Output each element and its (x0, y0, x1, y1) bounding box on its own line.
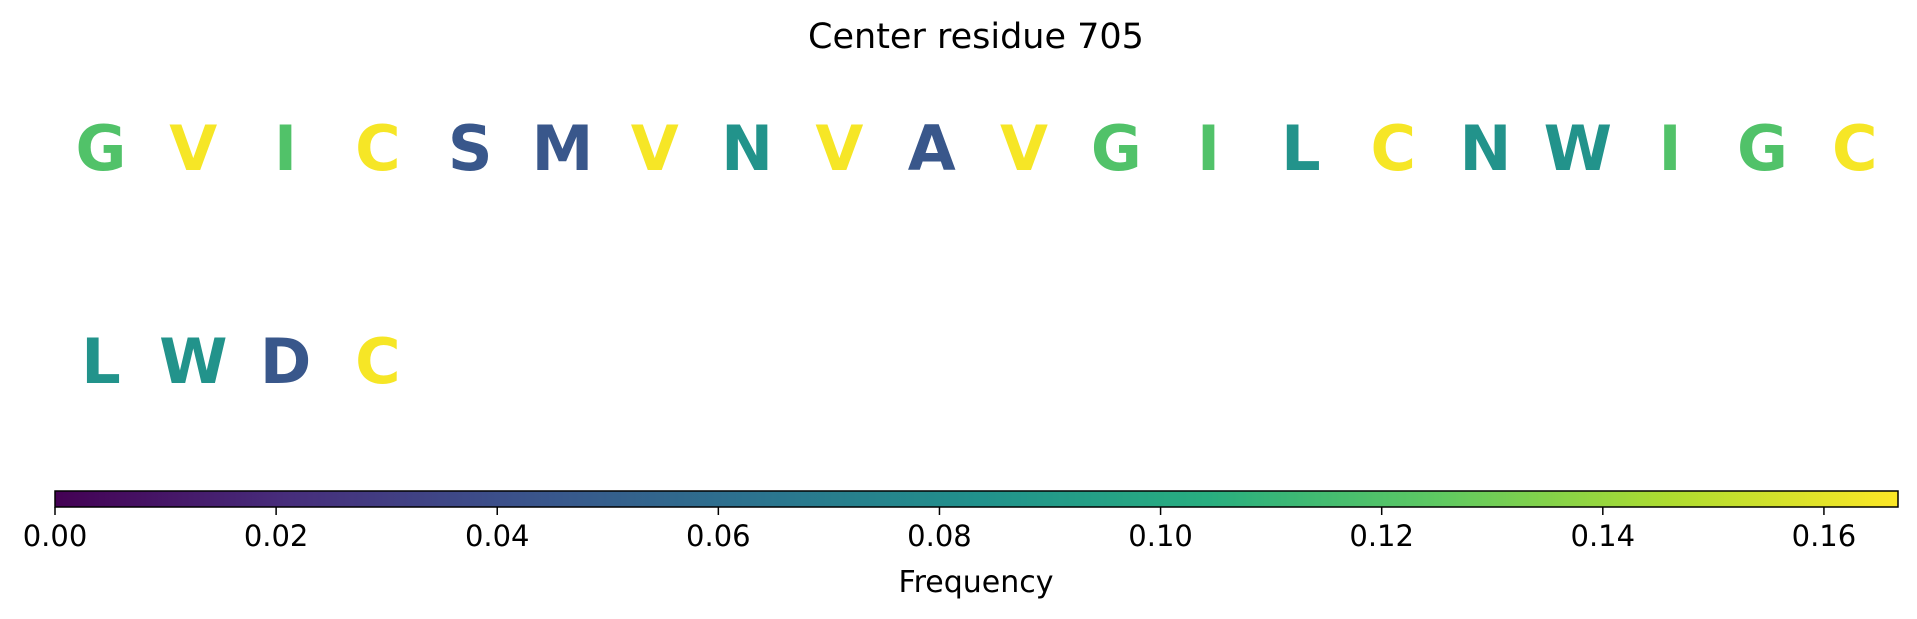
residue-letters: G V I C S M V N V A V G I L C N W I G CL W D C (76, 112, 1878, 398)
residue-letter: W (1544, 112, 1612, 185)
colorbar: 0.00 0.02 0.04 0.06 0.08 0.10 0.12 0.14 0.16 Fre… (23, 490, 1899, 600)
residue-letter: V (1000, 112, 1048, 185)
colorbar-tick-label: 0.04 (465, 519, 530, 553)
residue-letter: I (1197, 112, 1220, 185)
residue-letter: I (1659, 112, 1682, 185)
residue-letter: I (274, 112, 297, 185)
residue-letter: S (448, 112, 493, 185)
colorbar-gradient (54, 490, 1899, 508)
residue-letter: V (169, 112, 217, 185)
colorbar-tick-label: 0.12 (1349, 519, 1414, 553)
residue-letter: W (159, 325, 227, 398)
residue-letter: G (1737, 112, 1788, 185)
colorbar-tick-label: 0.10 (1128, 519, 1193, 553)
residue-letter: V (631, 112, 679, 185)
residue-letter: L (1281, 112, 1321, 185)
residue-letter: V (815, 112, 863, 185)
residue-letter: N (1460, 112, 1512, 185)
colorbar-tick-label: 0.00 (23, 519, 88, 553)
residue-letter: C (355, 325, 401, 398)
residue-letter: A (908, 112, 956, 185)
colorbar-tick-label: 0.08 (907, 519, 972, 553)
residue-letter: C (355, 112, 401, 185)
colorbar-tick-label: 0.06 (686, 519, 751, 553)
residue-letter: G (1091, 112, 1142, 185)
residue-letter: C (1370, 112, 1416, 185)
colorbar-ticks: 0.00 0.02 0.04 0.06 0.08 0.10 0.12 0.14 0.16 (23, 507, 1857, 553)
residue-letter: D (260, 325, 311, 398)
colorbar-tick-label: 0.14 (1571, 519, 1636, 553)
residue-letter: N (721, 112, 773, 185)
colorbar-tick-label: 0.16 (1792, 519, 1857, 553)
chart-title: Center residue 705 (808, 17, 1144, 57)
colorbar-tick-label: 0.02 (244, 519, 309, 553)
colorbar-label: Frequency (899, 565, 1054, 600)
residue-letter: L (81, 325, 121, 398)
residue-letter: M (532, 112, 594, 185)
residue-letter: C (1832, 112, 1878, 185)
residue-letter: G (76, 112, 127, 185)
